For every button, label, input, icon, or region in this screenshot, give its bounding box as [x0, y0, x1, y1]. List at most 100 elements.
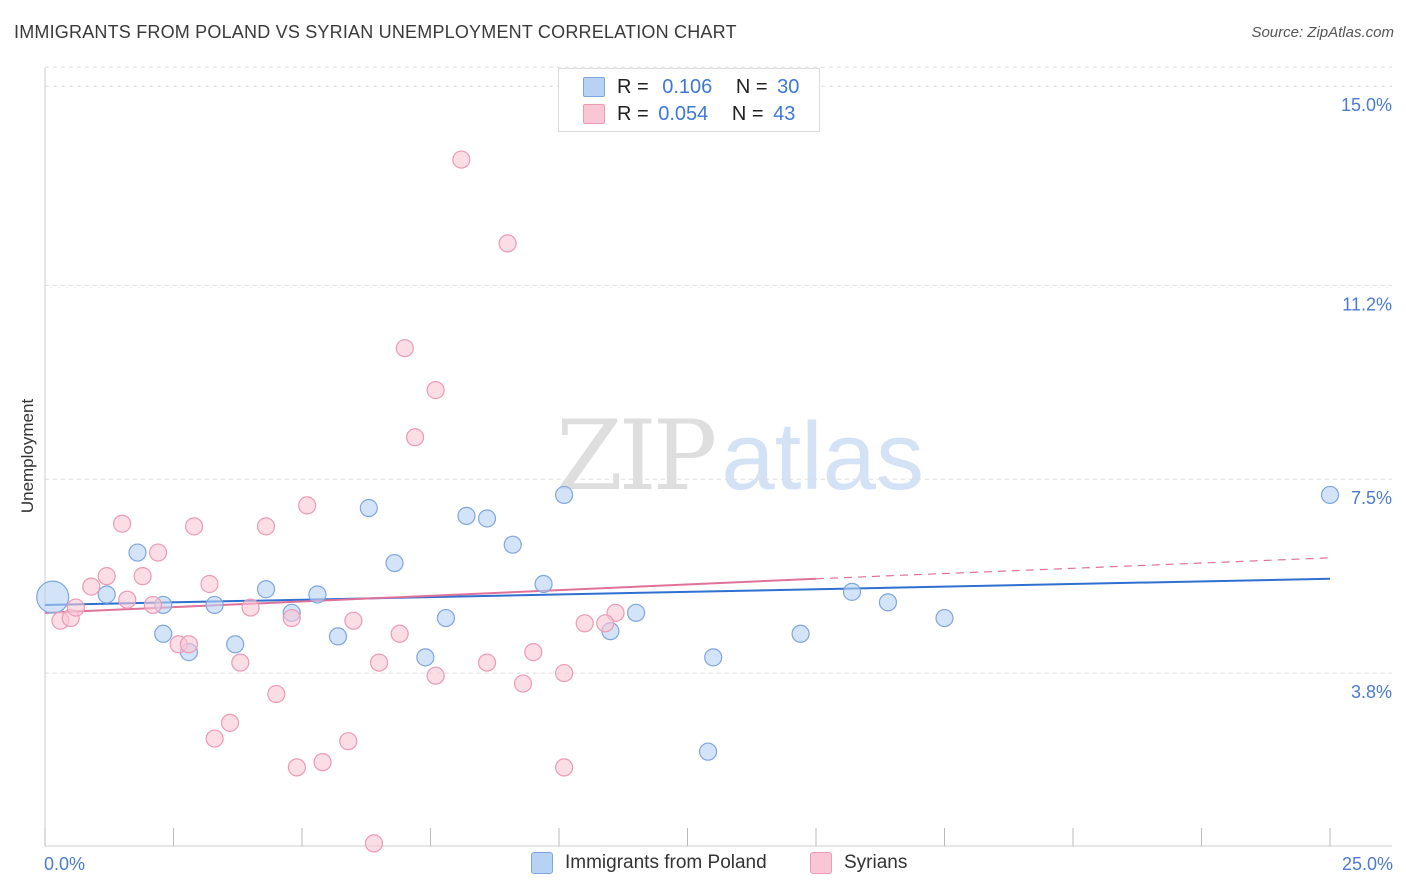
poland-point	[385, 553, 404, 573]
syrian-point	[344, 611, 363, 630]
poland-point	[791, 624, 810, 643]
syrian-trend-extension	[815, 557, 1331, 580]
legend-label-poland: Immigrants from Poland	[565, 852, 767, 873]
poland-point	[436, 608, 456, 628]
syrian-point	[313, 753, 332, 772]
r-label: R =	[617, 102, 649, 125]
poland-point	[154, 624, 173, 643]
n-value-poland: 30	[777, 75, 800, 98]
poland-point	[205, 595, 224, 615]
syrian-point	[498, 234, 517, 253]
syrian-point	[133, 567, 152, 586]
syrians-swatch	[583, 104, 605, 124]
y-tick-label: 7.5%	[1351, 488, 1392, 508]
syrian-point	[66, 598, 85, 617]
poland-point	[36, 580, 70, 614]
syrian-point	[143, 595, 163, 615]
syrian-point	[395, 339, 414, 358]
syrian-point	[370, 653, 389, 672]
syrian-point	[555, 758, 574, 777]
poland-point	[359, 498, 378, 518]
syrian-trend-line	[44, 577, 817, 614]
syrian-point	[287, 758, 306, 777]
legend-text-syrians: R = 0.054 N = 43	[617, 103, 795, 126]
syrian-point	[477, 653, 497, 672]
poland-legend-swatch	[531, 852, 553, 874]
poland-trend-line	[44, 577, 1331, 606]
syrian-point	[220, 713, 240, 732]
poland-point	[935, 608, 954, 628]
poland-swatch	[583, 77, 605, 97]
poland-point	[503, 535, 522, 554]
syrian-point	[575, 614, 594, 633]
poland-point	[626, 603, 646, 622]
series-legend: Immigrants from Poland Syrians	[0, 852, 1406, 878]
syrian-point	[452, 150, 471, 169]
poland-point	[698, 742, 718, 761]
poland-point	[128, 543, 147, 562]
poland-point	[1320, 485, 1340, 505]
y-tick-label: 3.8%	[1351, 682, 1392, 702]
syrian-point	[555, 663, 574, 683]
syrian-point	[205, 729, 224, 748]
syrian-point	[118, 590, 137, 609]
syrian-point	[200, 574, 219, 594]
syrian-point	[513, 674, 533, 693]
poland-point	[97, 585, 116, 604]
poland-point	[416, 648, 435, 667]
syrian-point	[267, 684, 286, 704]
syrian-point	[241, 598, 260, 617]
r-value-poland: 0.106	[662, 75, 713, 98]
legend-item-poland: Immigrants from Poland	[531, 852, 767, 874]
x-tick-label-max: 25.0%	[1342, 854, 1393, 874]
n-label: N =	[735, 75, 768, 98]
poland-point	[704, 648, 723, 667]
trend-lines	[44, 557, 1331, 614]
syrian-point	[364, 834, 384, 853]
syrian-point	[405, 428, 425, 447]
tick-labels: 3.8% 7.5% 11.2% 15.0% 0.0% 25.0%	[44, 95, 1393, 874]
poland-point	[457, 506, 476, 525]
syrian-point	[426, 381, 445, 400]
chart-title: IMMIGRANTS FROM POLAND VS SYRIAN UNEMPLO…	[14, 22, 737, 42]
syrian-point	[596, 614, 615, 633]
axes	[44, 68, 1392, 847]
legend-text-poland: R = 0.106 N = 30	[617, 76, 799, 99]
poland-point	[226, 635, 245, 654]
syrian-point	[298, 496, 317, 515]
syrian-point	[97, 567, 116, 586]
syrian-point	[256, 517, 276, 536]
syrian-point	[524, 643, 543, 662]
syrian-point	[426, 666, 445, 685]
poland-point	[256, 580, 276, 599]
n-value-syrians: 43	[773, 102, 796, 125]
y-tick-label: 15.0%	[1341, 95, 1392, 115]
poland-point	[308, 585, 327, 604]
n-label: N =	[731, 102, 764, 125]
poland-point	[878, 593, 898, 612]
poland-point	[842, 582, 862, 601]
syrian-point	[148, 543, 168, 562]
legend-item-syrians: Syrians	[810, 852, 907, 874]
syrian-point	[112, 514, 132, 533]
poland-point	[477, 509, 497, 528]
x-tick-label-min: 0.0%	[44, 854, 85, 874]
r-value-syrians: 0.054	[658, 102, 709, 125]
poland-point	[328, 627, 348, 646]
syrian-point	[231, 653, 250, 672]
y-tick-label: 11.2%	[1342, 294, 1392, 314]
syrian-point	[184, 517, 204, 536]
syrian-point	[82, 577, 101, 596]
poland-point	[534, 574, 553, 594]
syrian-point	[339, 732, 358, 751]
source-label: Source: ZipAtlas.com	[1251, 24, 1394, 41]
legend-label-syrians: Syrians	[844, 852, 908, 873]
correlation-legend: R = 0.106 N = 30 R = 0.054 N = 43	[558, 68, 820, 132]
data-points	[36, 150, 1340, 853]
syrian-point	[179, 635, 199, 654]
syrian-point	[282, 608, 301, 628]
syrian-point	[390, 624, 409, 643]
r-label: R =	[617, 75, 649, 98]
poland-point	[555, 485, 574, 505]
